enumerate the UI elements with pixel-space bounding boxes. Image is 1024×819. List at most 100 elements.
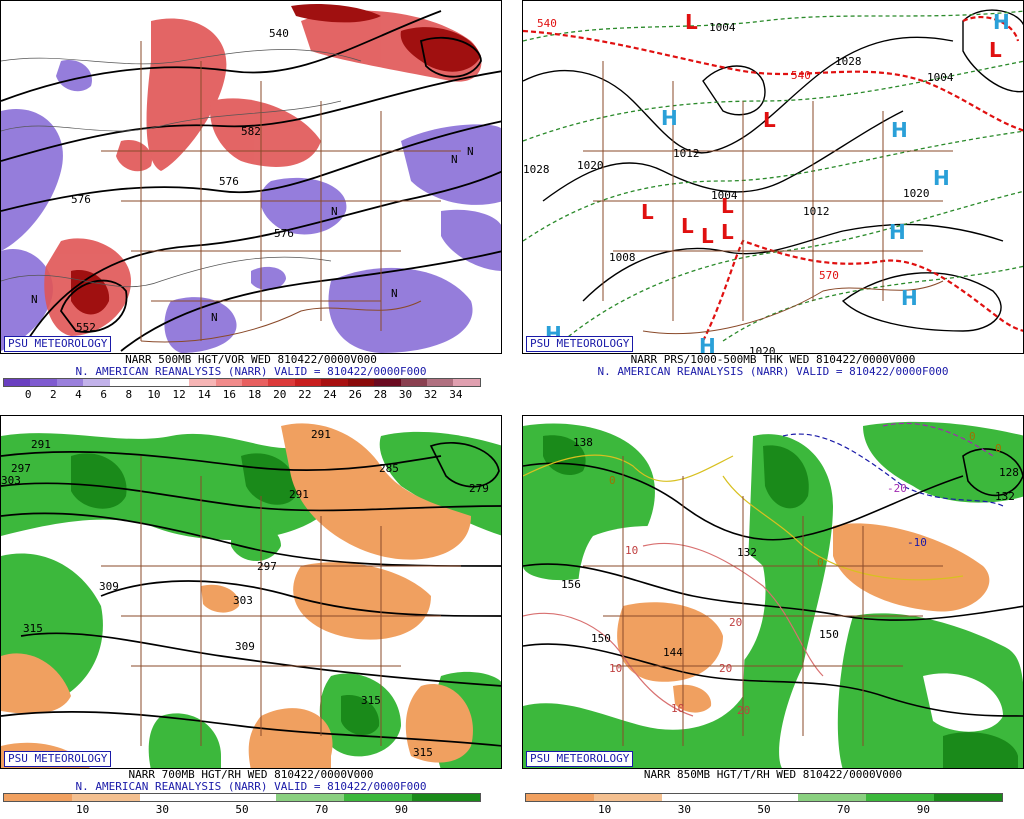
pressure-thickness-map: H H H H H H H H L L L L L L L L 540 540 … — [522, 0, 1024, 354]
panel-valid-caption: N. AMERICAN REANALYSIS (NARR) VALID = 81… — [75, 780, 427, 793]
height-label: 150 — [591, 632, 611, 645]
height-label: 156 — [561, 578, 581, 591]
color-scale-swatch — [109, 379, 137, 386]
height-label: 291 — [31, 438, 51, 451]
color-scale-swatch — [730, 794, 798, 801]
scale-tick-label: 6 — [100, 388, 107, 401]
color-scale-swatch — [347, 379, 375, 386]
high-pressure-marker: H — [933, 166, 950, 190]
scale-tick-label: 8 — [125, 388, 133, 401]
panel-500mb-vorticity: 576 576 576 582 552 540 N N N N N N PSU … — [0, 0, 502, 404]
color-scale-swatch — [866, 794, 934, 801]
isobar-label: 1012 — [803, 205, 830, 218]
temperature-label: 10 — [609, 662, 622, 675]
scale-tick-label: 0 — [24, 388, 32, 401]
panel-caption: NARR PRS/1000-500MB THK WED 810422/0000V… — [630, 353, 916, 366]
high-pressure-marker: H — [889, 220, 906, 244]
isobar-label: 1020 — [577, 159, 604, 172]
color-scale-swatch — [140, 794, 208, 801]
high-pressure-marker: H — [993, 10, 1010, 34]
color-scale-swatch — [412, 794, 480, 801]
color-scale-swatch — [798, 794, 866, 801]
panel-caption: NARR 500MB HGT/VOR WED 810422/0000V000 — [125, 353, 377, 366]
scale-tick-label: 4 — [75, 388, 82, 401]
color-scale-swatch — [215, 379, 242, 386]
temp-rh-850mb-map: 138 156 150 144 150 132 132 128 0 0 0 0 … — [522, 415, 1024, 769]
scale-tick-label: 18 — [247, 388, 262, 401]
vorticity-minimum-label: N — [211, 311, 218, 324]
thickness-label: 570 — [819, 269, 839, 282]
temp-rh-850mb-map-graphic: 138 156 150 144 150 132 132 128 0 0 0 0 … — [523, 416, 1023, 768]
scale-tick-label: 16 — [222, 388, 237, 401]
low-pressure-marker: L — [721, 194, 734, 218]
isobar-label: 1028 — [523, 163, 550, 176]
color-scale-swatch — [453, 379, 480, 386]
color-scale-swatch — [934, 794, 1002, 801]
temperature-label: 0 — [817, 556, 824, 569]
scale-tick-label: 14 — [197, 388, 211, 401]
vorticity-minimum-label: N — [31, 293, 38, 306]
height-label: 132 — [737, 546, 757, 559]
color-scale-swatch — [268, 379, 295, 386]
color-scale-swatch — [189, 379, 216, 386]
psu-meteorology-badge: PSU METEOROLOGY — [4, 336, 112, 352]
high-pressure-marker: H — [901, 286, 918, 310]
height-label: 144 — [663, 646, 683, 659]
scale-tick-label: 50 — [235, 803, 249, 816]
panel-850mb-temp-rh: 138 156 150 144 150 132 132 128 0 0 0 0 … — [522, 415, 1024, 819]
color-scale-swatch — [427, 379, 454, 386]
scale-tick-label: 28 — [373, 388, 387, 401]
scale-tick-label: 10 — [147, 388, 161, 401]
height-label: 291 — [311, 428, 331, 441]
vorticity-minimum-label: N — [451, 153, 458, 166]
height-label: 285 — [379, 462, 399, 475]
temperature-label: 0 — [995, 442, 1002, 455]
temperature-label: 0 — [609, 474, 616, 487]
scale-tick-label: 32 — [424, 388, 438, 401]
high-pressure-marker: H — [699, 334, 716, 354]
height-label: 309 — [235, 640, 255, 653]
isobar-label: 1012 — [673, 147, 700, 160]
height-label: 138 — [573, 436, 593, 449]
vorticity-minimum-label: N — [391, 287, 398, 300]
contour-label: 576 — [274, 227, 294, 240]
color-scale-swatch — [594, 794, 662, 801]
color-scale-swatch — [374, 379, 401, 386]
pressure-thickness-map-graphic: H H H H H H H H L L L L L L L L 540 540 … — [523, 1, 1023, 354]
color-scale-swatch — [162, 379, 190, 386]
panel-caption: NARR 700MB HGT/RH WED 810422/0000V000 — [128, 768, 374, 781]
color-scale-bar — [3, 378, 481, 387]
temperature-label: 10 — [625, 544, 638, 557]
rh-700mb-map-graphic: 291 291 291 285 279 297 303 303 297 309 … — [1, 416, 501, 768]
vorticity-map: 576 576 576 582 552 540 N N N N N N — [0, 0, 502, 354]
scale-tick-label: 90 — [394, 803, 408, 816]
scale-tick-label: 10 — [76, 803, 90, 816]
panel-caption: NARR 850MB HGT/T/RH WED 810422/0000V000 — [643, 768, 903, 781]
contour-label: 582 — [241, 125, 261, 138]
scale-tick-label: 90 — [916, 803, 930, 816]
low-pressure-marker: L — [763, 108, 776, 132]
high-pressure-marker: H — [661, 106, 678, 130]
height-label: 303 — [1, 474, 21, 487]
height-label: 315 — [23, 622, 43, 635]
color-scale-swatch — [294, 379, 322, 386]
color-scale-ticks: 10 30 50 70 90 — [3, 804, 481, 816]
isobar-label: 1004 — [709, 21, 736, 34]
color-scale-swatch — [344, 794, 412, 801]
low-pressure-marker: L — [721, 220, 734, 244]
scale-tick-label: 30 — [677, 803, 691, 816]
isobar-label: 1020 — [903, 187, 930, 200]
vorticity-minimum-label: N — [331, 205, 338, 218]
vorticity-minimum-label: N — [467, 145, 474, 158]
temperature-label: 0 — [969, 430, 976, 443]
color-scale-swatch — [241, 379, 269, 386]
high-pressure-marker: H — [891, 118, 908, 142]
scale-tick-label: 30 — [398, 388, 413, 401]
color-scale-swatch — [83, 379, 110, 386]
scale-tick-label: 70 — [315, 803, 329, 816]
low-pressure-marker: L — [989, 38, 1002, 62]
height-label: 279 — [469, 482, 489, 495]
height-label: 291 — [289, 488, 309, 501]
temperature-label: 20 — [737, 704, 750, 717]
thickness-label: 540 — [537, 17, 557, 30]
